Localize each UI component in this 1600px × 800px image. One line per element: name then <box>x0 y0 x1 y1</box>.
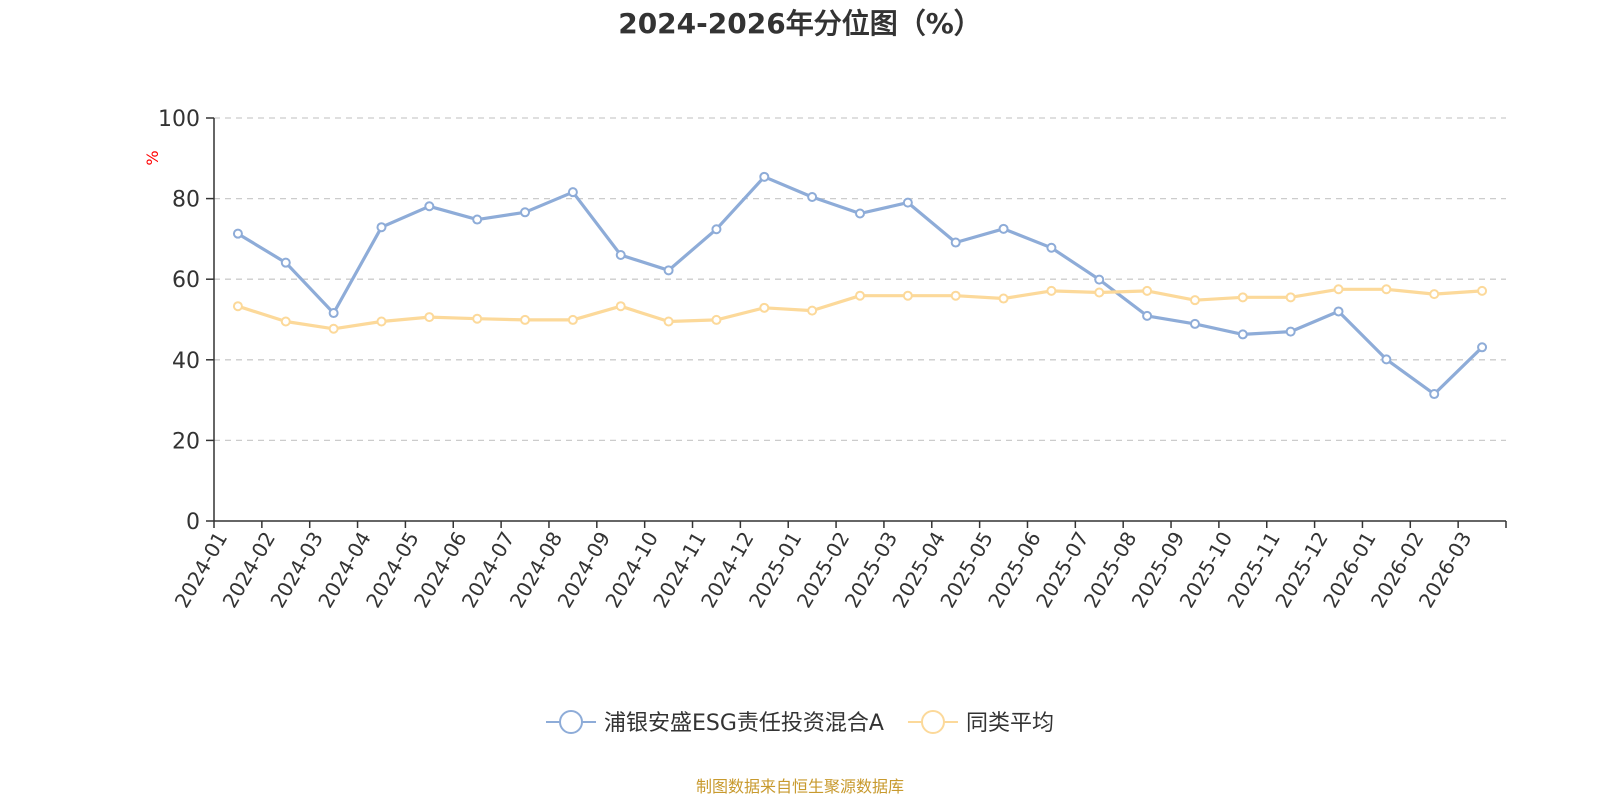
y-tick-label: 80 <box>172 188 200 213</box>
y-tick-labels: 0 20 40 60 80 100 <box>158 107 200 535</box>
data-point[interactable] <box>998 293 1009 304</box>
data-point[interactable] <box>711 224 722 235</box>
data-point[interactable] <box>520 207 531 218</box>
data-point[interactable] <box>615 250 626 261</box>
data-point[interactable] <box>1333 284 1344 295</box>
legend-label: 同类平均 <box>966 711 1054 736</box>
data-point[interactable] <box>1189 295 1200 306</box>
data-point[interactable] <box>902 197 913 208</box>
data-point[interactable] <box>424 201 435 212</box>
y-tick-label: 0 <box>186 510 200 535</box>
data-point[interactable] <box>1142 310 1153 321</box>
legend-circle-icon <box>920 710 945 734</box>
legend-label: 浦银安盛ESG责任投资混合A <box>604 711 884 736</box>
axes <box>206 117 1507 528</box>
data-point[interactable] <box>328 308 339 319</box>
data-point[interactable] <box>424 312 435 323</box>
data-point[interactable] <box>472 214 483 225</box>
y-tick-label: 40 <box>172 349 200 374</box>
data-point[interactable] <box>472 313 483 324</box>
data-point[interactable] <box>1285 326 1296 337</box>
series-lines <box>232 171 1488 400</box>
data-point[interactable] <box>1381 354 1392 365</box>
data-point[interactable] <box>1046 242 1057 253</box>
grid-lines <box>214 117 1506 442</box>
source-note: 制图数据来自恒生聚源数据库 <box>696 777 904 796</box>
data-point[interactable] <box>1189 318 1200 329</box>
data-point[interactable] <box>711 314 722 325</box>
data-point[interactable] <box>663 316 674 327</box>
data-point[interactable] <box>1429 289 1440 300</box>
data-point[interactable] <box>998 223 1009 234</box>
series-group <box>232 171 1488 400</box>
data-point[interactable] <box>759 171 770 182</box>
data-point[interactable] <box>567 187 578 198</box>
data-point[interactable] <box>376 316 387 327</box>
data-point[interactable] <box>663 265 674 276</box>
data-point[interactable] <box>807 305 818 316</box>
data-point[interactable] <box>950 290 961 301</box>
data-point[interactable] <box>1429 389 1440 400</box>
chart-title: 2024-2026年分位图（%） <box>618 7 982 40</box>
data-point[interactable] <box>1477 285 1488 296</box>
data-point[interactable] <box>232 301 243 312</box>
data-point[interactable] <box>1046 285 1057 296</box>
legend-item[interactable]: 同类平均 <box>907 710 1054 736</box>
x-tick-labels: 2024-012024-022024-032024-042024-052024-… <box>170 528 1477 612</box>
data-point[interactable] <box>950 237 961 248</box>
data-point[interactable] <box>376 222 387 233</box>
data-point[interactable] <box>232 228 243 239</box>
data-point[interactable] <box>759 302 770 313</box>
data-point[interactable] <box>520 314 531 325</box>
data-point[interactable] <box>567 314 578 325</box>
data-point[interactable] <box>1477 342 1488 353</box>
data-point[interactable] <box>1285 292 1296 303</box>
y-axis-unit: % <box>143 150 162 165</box>
data-point[interactable] <box>328 323 339 334</box>
data-point[interactable] <box>1381 284 1392 295</box>
data-point[interactable] <box>1142 285 1153 296</box>
data-point[interactable] <box>280 316 291 327</box>
data-point[interactable] <box>855 208 865 219</box>
data-point[interactable] <box>902 290 913 301</box>
data-point[interactable] <box>615 301 626 312</box>
legend[interactable]: 浦银安盛ESG责任投资混合A 同类平均 <box>546 710 1054 736</box>
data-point[interactable] <box>1094 274 1105 285</box>
y-tick-label: 60 <box>172 268 200 293</box>
data-point[interactable] <box>1333 306 1344 317</box>
legend-item[interactable]: 浦银安盛ESG责任投资混合A <box>546 710 884 736</box>
data-point[interactable] <box>280 257 291 268</box>
y-tick-label: 100 <box>158 107 200 132</box>
y-tick-label: 20 <box>172 429 200 454</box>
data-point[interactable] <box>1094 287 1105 298</box>
series-group <box>232 284 1488 334</box>
data-point[interactable] <box>1237 292 1248 303</box>
data-point[interactable] <box>855 290 865 301</box>
data-point[interactable] <box>807 191 818 202</box>
data-point[interactable] <box>1237 329 1248 340</box>
legend-circle-icon <box>559 710 584 734</box>
